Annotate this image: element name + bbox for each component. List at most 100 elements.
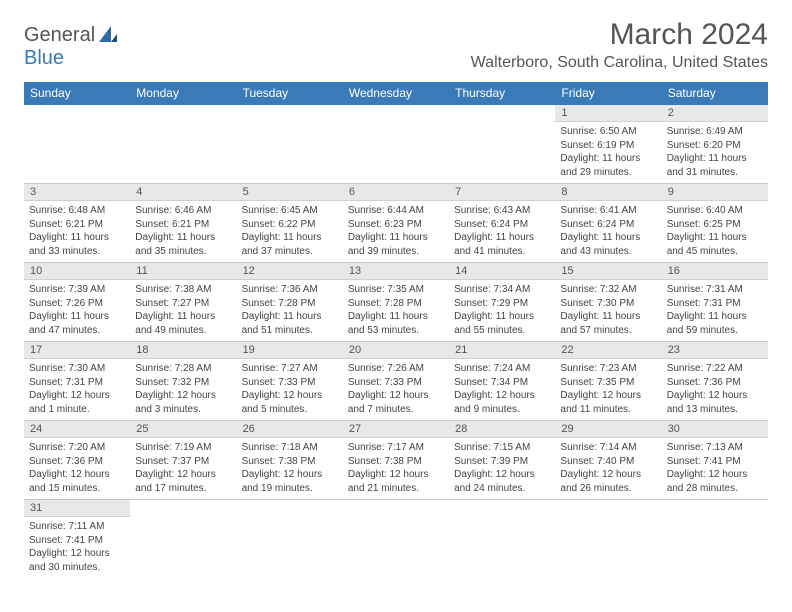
- day-content: Sunrise: 7:23 AMSunset: 7:35 PMDaylight:…: [555, 359, 661, 420]
- daylight-text: Daylight: 12 hours and 19 minutes.: [242, 468, 338, 495]
- sunset-text: Sunset: 7:29 PM: [454, 297, 550, 311]
- sunrise-text: Sunrise: 7:14 AM: [560, 441, 656, 455]
- sunrise-text: Sunrise: 7:39 AM: [29, 283, 125, 297]
- daylight-text: Daylight: 11 hours and 43 minutes.: [560, 231, 656, 258]
- calendar-cell: [24, 105, 130, 184]
- sunrise-text: Sunrise: 7:15 AM: [454, 441, 550, 455]
- day-number: 29: [555, 421, 661, 438]
- day-content: Sunrise: 6:43 AMSunset: 6:24 PMDaylight:…: [449, 201, 555, 262]
- daylight-text: Daylight: 11 hours and 39 minutes.: [348, 231, 444, 258]
- daylight-text: Daylight: 11 hours and 51 minutes.: [242, 310, 338, 337]
- daylight-text: Daylight: 12 hours and 1 minute.: [29, 389, 125, 416]
- daylight-text: Daylight: 11 hours and 47 minutes.: [29, 310, 125, 337]
- daylight-text: Daylight: 12 hours and 3 minutes.: [135, 389, 231, 416]
- calendar-cell: 23Sunrise: 7:22 AMSunset: 7:36 PMDayligh…: [662, 342, 768, 421]
- calendar-body: 1Sunrise: 6:50 AMSunset: 6:19 PMDaylight…: [24, 105, 768, 579]
- day-content: Sunrise: 6:48 AMSunset: 6:21 PMDaylight:…: [24, 201, 130, 262]
- day-content: Sunrise: 7:28 AMSunset: 7:32 PMDaylight:…: [130, 359, 236, 420]
- sunrise-text: Sunrise: 6:48 AM: [29, 204, 125, 218]
- weekday-header: Sunday: [24, 82, 130, 105]
- sunrise-text: Sunrise: 7:13 AM: [667, 441, 763, 455]
- day-number: 25: [130, 421, 236, 438]
- sunset-text: Sunset: 7:38 PM: [242, 455, 338, 469]
- title-block: March 2024 Walterboro, South Carolina, U…: [471, 18, 768, 72]
- sunrise-text: Sunrise: 6:44 AM: [348, 204, 444, 218]
- sunset-text: Sunset: 7:37 PM: [135, 455, 231, 469]
- daylight-text: Daylight: 12 hours and 15 minutes.: [29, 468, 125, 495]
- sunset-text: Sunset: 6:24 PM: [560, 218, 656, 232]
- sunset-text: Sunset: 6:24 PM: [454, 218, 550, 232]
- calendar-cell: 30Sunrise: 7:13 AMSunset: 7:41 PMDayligh…: [662, 421, 768, 500]
- weekday-header: Tuesday: [237, 82, 343, 105]
- sunrise-text: Sunrise: 7:17 AM: [348, 441, 444, 455]
- day-number: 4: [130, 184, 236, 201]
- daylight-text: Daylight: 11 hours and 55 minutes.: [454, 310, 550, 337]
- day-number: 26: [237, 421, 343, 438]
- sunset-text: Sunset: 7:40 PM: [560, 455, 656, 469]
- calendar-cell: 19Sunrise: 7:27 AMSunset: 7:33 PMDayligh…: [237, 342, 343, 421]
- sunrise-text: Sunrise: 6:50 AM: [560, 125, 656, 139]
- sunset-text: Sunset: 7:41 PM: [667, 455, 763, 469]
- daylight-text: Daylight: 11 hours and 53 minutes.: [348, 310, 444, 337]
- calendar-cell: 7Sunrise: 6:43 AMSunset: 6:24 PMDaylight…: [449, 184, 555, 263]
- calendar-cell: [343, 500, 449, 579]
- calendar-cell: 6Sunrise: 6:44 AMSunset: 6:23 PMDaylight…: [343, 184, 449, 263]
- daylight-text: Daylight: 11 hours and 33 minutes.: [29, 231, 125, 258]
- logo-sail-icon: [97, 24, 119, 44]
- sunrise-text: Sunrise: 7:23 AM: [560, 362, 656, 376]
- day-number: 3: [24, 184, 130, 201]
- sunset-text: Sunset: 7:33 PM: [242, 376, 338, 390]
- calendar-cell: 18Sunrise: 7:28 AMSunset: 7:32 PMDayligh…: [130, 342, 236, 421]
- sunrise-text: Sunrise: 7:36 AM: [242, 283, 338, 297]
- day-content: Sunrise: 7:11 AMSunset: 7:41 PMDaylight:…: [24, 517, 130, 578]
- day-number: 22: [555, 342, 661, 359]
- sunrise-text: Sunrise: 7:30 AM: [29, 362, 125, 376]
- day-number: 1: [555, 105, 661, 122]
- calendar-cell: 8Sunrise: 6:41 AMSunset: 6:24 PMDaylight…: [555, 184, 661, 263]
- day-number: 16: [662, 263, 768, 280]
- calendar-cell: [662, 500, 768, 579]
- sunset-text: Sunset: 7:30 PM: [560, 297, 656, 311]
- sunset-text: Sunset: 6:21 PM: [135, 218, 231, 232]
- sunset-text: Sunset: 6:22 PM: [242, 218, 338, 232]
- sunset-text: Sunset: 7:34 PM: [454, 376, 550, 390]
- weekday-header: Saturday: [662, 82, 768, 105]
- sunset-text: Sunset: 7:31 PM: [29, 376, 125, 390]
- sunset-text: Sunset: 7:36 PM: [29, 455, 125, 469]
- day-content: Sunrise: 7:26 AMSunset: 7:33 PMDaylight:…: [343, 359, 449, 420]
- sunset-text: Sunset: 7:36 PM: [667, 376, 763, 390]
- calendar-cell: 3Sunrise: 6:48 AMSunset: 6:21 PMDaylight…: [24, 184, 130, 263]
- daylight-text: Daylight: 11 hours and 31 minutes.: [667, 152, 763, 179]
- sunset-text: Sunset: 7:33 PM: [348, 376, 444, 390]
- sunset-text: Sunset: 7:39 PM: [454, 455, 550, 469]
- sunset-text: Sunset: 7:27 PM: [135, 297, 231, 311]
- day-number: 17: [24, 342, 130, 359]
- calendar-cell: 13Sunrise: 7:35 AMSunset: 7:28 PMDayligh…: [343, 263, 449, 342]
- daylight-text: Daylight: 12 hours and 17 minutes.: [135, 468, 231, 495]
- sunset-text: Sunset: 7:26 PM: [29, 297, 125, 311]
- day-content: Sunrise: 6:45 AMSunset: 6:22 PMDaylight:…: [237, 201, 343, 262]
- day-number: 12: [237, 263, 343, 280]
- sunrise-text: Sunrise: 7:34 AM: [454, 283, 550, 297]
- calendar-cell: 16Sunrise: 7:31 AMSunset: 7:31 PMDayligh…: [662, 263, 768, 342]
- day-content: Sunrise: 7:27 AMSunset: 7:33 PMDaylight:…: [237, 359, 343, 420]
- calendar-cell: [237, 105, 343, 184]
- day-number: 13: [343, 263, 449, 280]
- daylight-text: Daylight: 12 hours and 7 minutes.: [348, 389, 444, 416]
- day-number: 28: [449, 421, 555, 438]
- daylight-text: Daylight: 12 hours and 13 minutes.: [667, 389, 763, 416]
- sunrise-text: Sunrise: 6:43 AM: [454, 204, 550, 218]
- sunset-text: Sunset: 7:32 PM: [135, 376, 231, 390]
- day-number: 23: [662, 342, 768, 359]
- logo-text: GeneralBlue: [24, 24, 119, 70]
- weekday-header: Wednesday: [343, 82, 449, 105]
- month-title: March 2024: [471, 18, 768, 52]
- sunset-text: Sunset: 7:38 PM: [348, 455, 444, 469]
- day-number: 2: [662, 105, 768, 122]
- sunrise-text: Sunrise: 7:26 AM: [348, 362, 444, 376]
- daylight-text: Daylight: 11 hours and 29 minutes.: [560, 152, 656, 179]
- daylight-text: Daylight: 11 hours and 37 minutes.: [242, 231, 338, 258]
- calendar-cell: 12Sunrise: 7:36 AMSunset: 7:28 PMDayligh…: [237, 263, 343, 342]
- calendar-cell: 5Sunrise: 6:45 AMSunset: 6:22 PMDaylight…: [237, 184, 343, 263]
- day-content: Sunrise: 6:46 AMSunset: 6:21 PMDaylight:…: [130, 201, 236, 262]
